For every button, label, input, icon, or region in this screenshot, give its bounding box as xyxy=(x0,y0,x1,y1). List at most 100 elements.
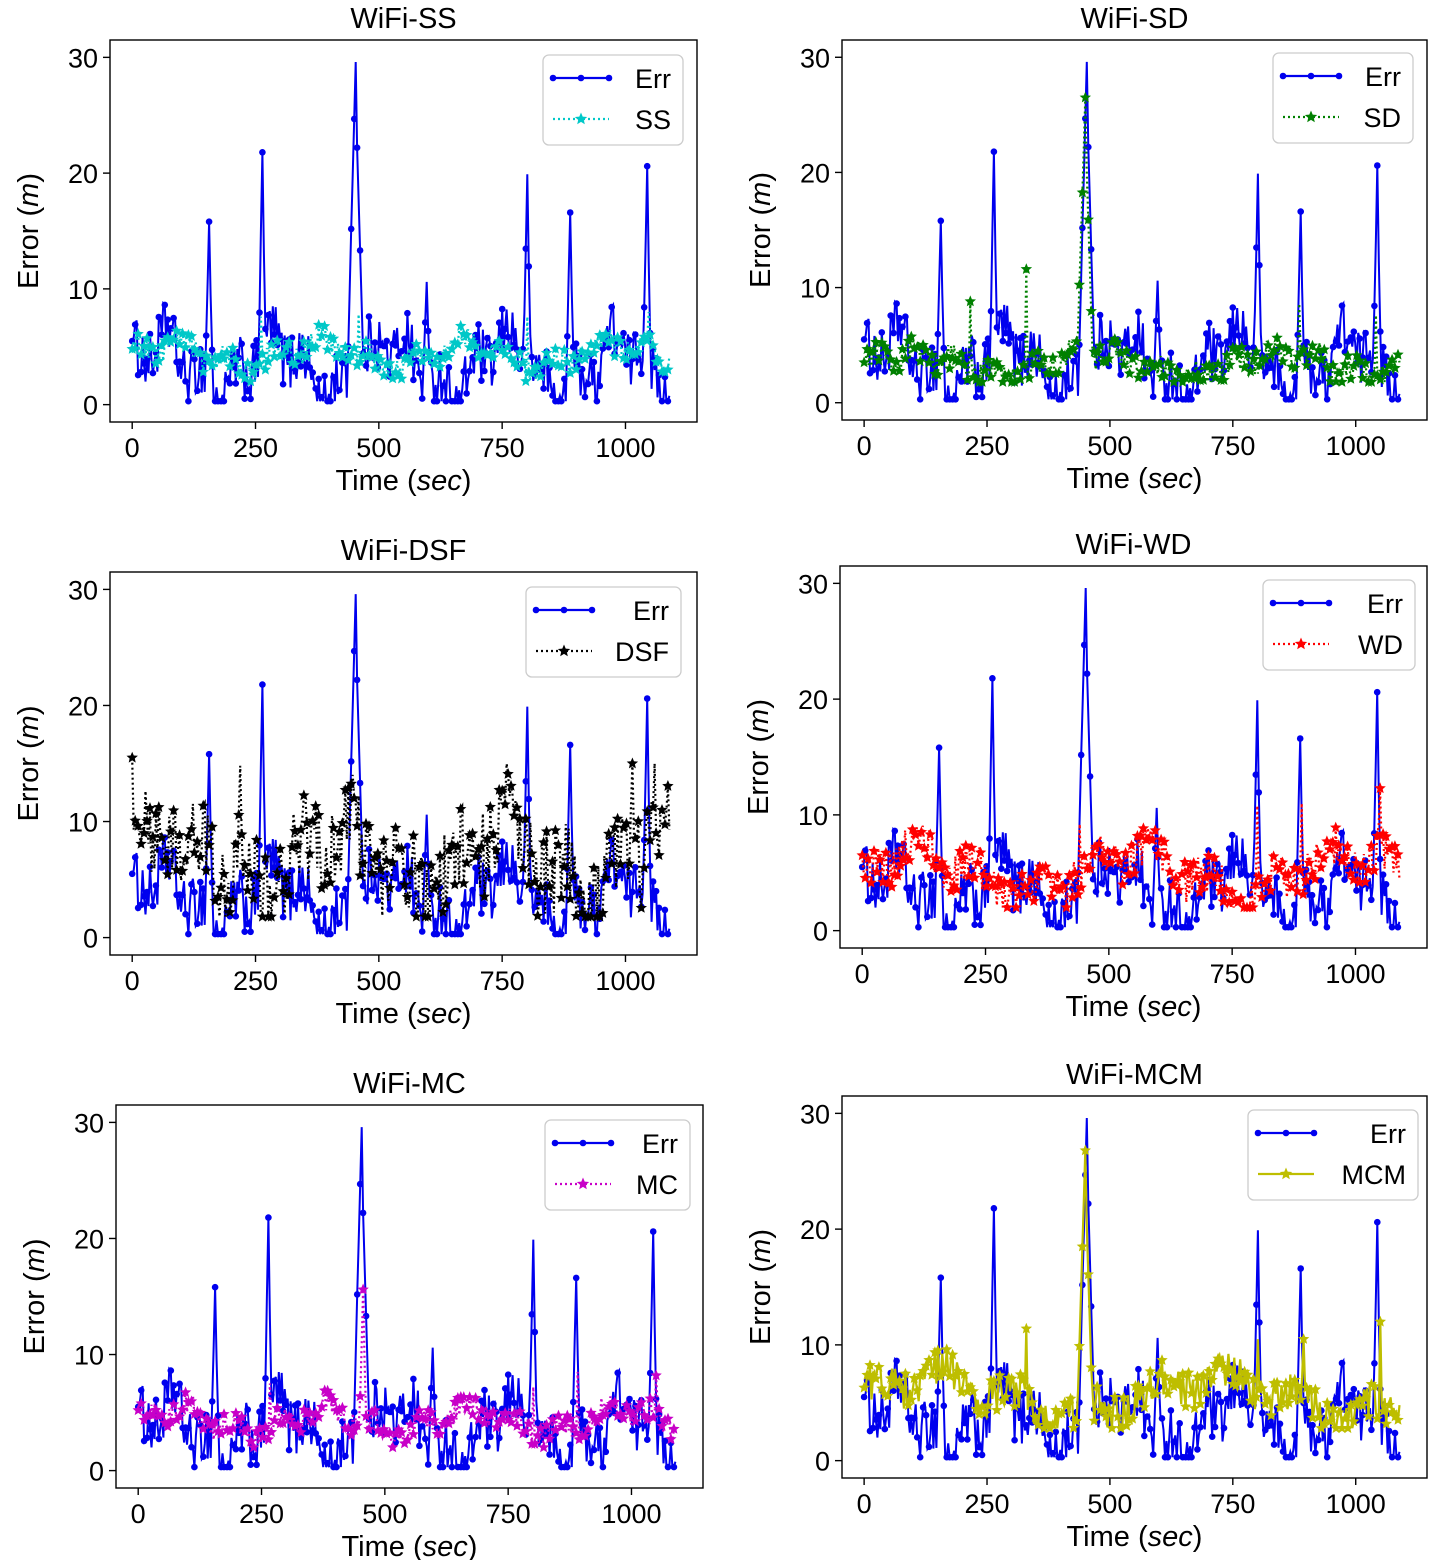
data-point xyxy=(1306,868,1318,880)
legend-label-err: Err xyxy=(1370,1119,1406,1149)
data-point xyxy=(1091,346,1103,358)
data-point xyxy=(1102,337,1110,345)
data-point xyxy=(1020,1322,1033,1334)
data-point xyxy=(132,1404,144,1416)
data-point xyxy=(983,871,996,883)
data-point xyxy=(1085,305,1097,316)
data-point xyxy=(1228,831,1236,839)
data-point xyxy=(1270,861,1283,873)
data-point xyxy=(1315,378,1322,386)
data-point xyxy=(1306,339,1319,351)
data-point xyxy=(882,1390,894,1401)
data-point xyxy=(961,1419,968,1427)
data-point xyxy=(909,884,916,892)
data-point xyxy=(993,324,1001,331)
data-point xyxy=(265,311,272,319)
data-point xyxy=(1371,302,1378,310)
data-point xyxy=(1241,1368,1254,1380)
data-point xyxy=(549,392,556,399)
data-point xyxy=(398,878,411,890)
data-point xyxy=(150,807,162,819)
data-point xyxy=(1090,840,1102,852)
data-point xyxy=(298,789,310,801)
data-point xyxy=(434,1428,446,1439)
data-point xyxy=(961,373,974,385)
data-point xyxy=(640,304,648,311)
x-tick-label: 750 xyxy=(1210,1489,1255,1519)
y-tick-label: 20 xyxy=(798,685,828,715)
data-point xyxy=(1336,376,1348,387)
data-point xyxy=(455,319,467,331)
data-point xyxy=(501,858,509,865)
data-point xyxy=(282,1401,290,1409)
data-point xyxy=(315,375,323,383)
data-point xyxy=(161,301,169,309)
data-point xyxy=(407,1401,414,1408)
data-point xyxy=(1279,1448,1287,1455)
data-point xyxy=(957,851,969,863)
data-point xyxy=(966,841,978,853)
data-point xyxy=(312,918,320,925)
data-point xyxy=(458,1391,470,1402)
data-point xyxy=(478,890,491,902)
data-point xyxy=(1250,1391,1263,1402)
y-tick-label: 0 xyxy=(83,391,98,421)
data-point xyxy=(244,375,257,387)
data-point xyxy=(265,910,277,922)
data-point xyxy=(1131,861,1138,869)
data-point xyxy=(1262,1395,1274,1406)
data-point xyxy=(956,906,964,913)
data-point xyxy=(614,1369,621,1377)
data-point xyxy=(1058,396,1065,403)
data-point xyxy=(969,871,981,883)
series-sd xyxy=(858,91,1404,387)
data-point xyxy=(173,829,186,840)
data-point xyxy=(147,1409,159,1421)
data-point xyxy=(948,879,960,891)
data-point xyxy=(905,1393,917,1405)
data-point xyxy=(1234,859,1242,867)
data-point xyxy=(912,904,919,911)
data-point xyxy=(1188,396,1195,403)
data-point xyxy=(546,855,559,867)
data-point xyxy=(643,695,651,702)
data-point xyxy=(938,1365,950,1377)
data-point xyxy=(1067,343,1080,355)
data-point xyxy=(939,861,951,873)
data-point xyxy=(1073,278,1086,290)
data-point xyxy=(1056,1407,1068,1419)
data-point xyxy=(967,1385,979,1397)
data-point xyxy=(1214,1390,1222,1398)
data-point xyxy=(1289,361,1301,373)
data-point xyxy=(1350,857,1363,869)
data-point xyxy=(909,828,922,840)
data-point xyxy=(1324,375,1336,387)
data-point xyxy=(458,877,470,889)
x-axis-label: Time (sec) xyxy=(1067,463,1203,495)
data-point xyxy=(209,1415,221,1426)
data-point xyxy=(366,867,378,878)
data-point xyxy=(934,330,942,338)
data-point xyxy=(1005,1372,1018,1384)
data-point xyxy=(422,1435,429,1443)
data-point xyxy=(359,1209,367,1217)
chart-title: WiFi-SS xyxy=(350,3,456,35)
data-point xyxy=(661,906,669,914)
data-point xyxy=(1048,882,1061,894)
data-point xyxy=(504,1371,512,1378)
x-tick-label: 750 xyxy=(1210,431,1255,461)
data-point xyxy=(629,348,641,360)
data-point xyxy=(915,923,922,931)
data-point xyxy=(297,895,305,903)
data-point xyxy=(632,331,639,338)
data-point xyxy=(238,1446,246,1453)
data-point xyxy=(138,827,150,839)
data-point xyxy=(964,295,976,307)
data-point xyxy=(593,397,601,405)
y-tick-label: 20 xyxy=(74,1224,104,1254)
data-point xyxy=(1200,1387,1212,1398)
data-point xyxy=(422,1404,434,1416)
data-point xyxy=(1220,1424,1228,1432)
data-point xyxy=(363,349,375,360)
